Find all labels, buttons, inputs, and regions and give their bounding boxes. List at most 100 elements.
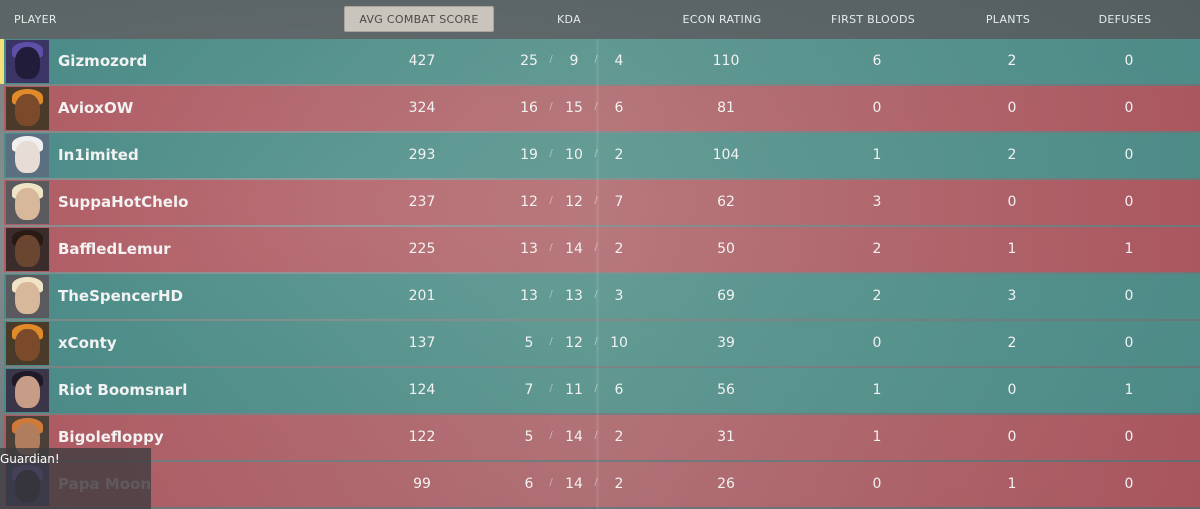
kda-separator: / bbox=[549, 383, 553, 394]
player-row[interactable]: Gizmozord 427 25 9 4 110 6 2 0 / / bbox=[0, 39, 1200, 84]
player-row[interactable]: Bigolefloppy 122 5 14 2 31 1 0 0 / / bbox=[4, 415, 1200, 460]
kda-separator: / bbox=[594, 101, 598, 112]
defuses-value: 0 bbox=[1124, 100, 1134, 116]
first-bloods-value: 1 bbox=[872, 429, 882, 445]
first-bloods-value: 6 bbox=[872, 53, 882, 69]
avg-combat-score-value: 293 bbox=[408, 147, 436, 163]
player-row[interactable]: AvioxOW 324 16 15 6 81 0 0 0 / / bbox=[4, 86, 1200, 131]
player-name: TheSpencerHD bbox=[58, 287, 183, 305]
plants-value: 2 bbox=[1007, 147, 1017, 163]
defuses-value: 1 bbox=[1124, 382, 1134, 398]
first-bloods-value: 1 bbox=[872, 147, 882, 163]
plants-value: 1 bbox=[1007, 476, 1017, 492]
kda-separator: / bbox=[549, 289, 553, 300]
plants-value: 2 bbox=[1007, 53, 1017, 69]
scoreboard-rows: Gizmozord 427 25 9 4 110 6 2 0// AvioxOW 324 16 15 6 8… bbox=[0, 39, 1200, 509]
assists-value: 2 bbox=[614, 241, 624, 257]
header-avg-combat-score[interactable]: AVG COMBAT SCORE bbox=[344, 6, 494, 32]
header-defuses[interactable]: DEFUSES bbox=[1098, 13, 1152, 26]
header-plants[interactable]: PLANTS bbox=[985, 13, 1031, 26]
kda-separator: / bbox=[549, 54, 553, 65]
kda-separator: / bbox=[549, 477, 553, 488]
kda-separator: / bbox=[594, 148, 598, 159]
deaths-value: 10 bbox=[565, 147, 583, 163]
player-name: In1imited bbox=[58, 146, 139, 164]
jett-icon[interactable] bbox=[6, 134, 49, 177]
assists-value: 2 bbox=[614, 429, 624, 445]
avg-combat-score-value: 427 bbox=[408, 53, 436, 69]
defuses-value: 1 bbox=[1124, 241, 1134, 257]
assists-value: 2 bbox=[614, 147, 624, 163]
kda-separator: / bbox=[549, 242, 553, 253]
econ-rating-value: 56 bbox=[717, 382, 735, 398]
sova-icon[interactable] bbox=[6, 181, 49, 224]
player-name: AvioxOW bbox=[58, 99, 134, 117]
header-kda[interactable]: KDA bbox=[557, 13, 581, 26]
player-row[interactable]: In1imited 293 19 10 2 104 1 2 0 / / bbox=[4, 133, 1200, 178]
player-name: Riot Boomsnarl bbox=[58, 381, 188, 399]
first-bloods-value: 0 bbox=[872, 100, 882, 116]
defuses-value: 0 bbox=[1124, 429, 1134, 445]
avg-combat-score-value: 99 bbox=[413, 476, 431, 492]
raze-icon[interactable] bbox=[6, 87, 49, 130]
raze-icon[interactable] bbox=[6, 322, 49, 365]
econ-rating-value: 62 bbox=[717, 194, 735, 210]
player-row[interactable]: BaffledLemur 225 13 14 2 50 2 1 1 / / bbox=[4, 227, 1200, 272]
first-bloods-value: 0 bbox=[872, 335, 882, 351]
plants-value: 0 bbox=[1007, 194, 1017, 210]
deaths-value: 14 bbox=[565, 476, 583, 492]
player-name: Gizmozord bbox=[58, 52, 148, 70]
avg-combat-score-value: 237 bbox=[408, 194, 436, 210]
assists-value: 4 bbox=[614, 53, 624, 69]
avg-combat-score-value: 225 bbox=[408, 241, 436, 257]
player-row[interactable]: xConty 137 5 12 10 39 0 2 0 / / bbox=[4, 321, 1200, 366]
kills-value: 25 bbox=[520, 53, 538, 69]
assists-value: 6 bbox=[614, 100, 624, 116]
kda-separator: / bbox=[594, 383, 598, 394]
first-bloods-value: 1 bbox=[872, 382, 882, 398]
header-econ-rating[interactable]: ECON RATING bbox=[682, 13, 762, 26]
kills-value: 7 bbox=[524, 382, 534, 398]
deaths-value: 12 bbox=[565, 335, 583, 351]
scoreboard-header: PLAYER AVG COMBAT SCORE KDA ECON RATING … bbox=[0, 0, 1200, 39]
deaths-value: 14 bbox=[565, 429, 583, 445]
kda-separator: / bbox=[594, 477, 598, 488]
defuses-value: 0 bbox=[1124, 53, 1134, 69]
avg-combat-score-value: 324 bbox=[408, 100, 436, 116]
plants-value: 0 bbox=[1007, 382, 1017, 398]
omen-icon[interactable] bbox=[6, 40, 49, 83]
phoenix-icon[interactable] bbox=[6, 228, 49, 271]
kills-value: 13 bbox=[520, 241, 538, 257]
plants-value: 0 bbox=[1007, 100, 1017, 116]
assists-value: 2 bbox=[614, 476, 624, 492]
kda-separator: / bbox=[549, 430, 553, 441]
kills-value: 16 bbox=[520, 100, 538, 116]
kda-separator: / bbox=[549, 336, 553, 347]
econ-rating-value: 39 bbox=[717, 335, 735, 351]
defuses-value: 0 bbox=[1124, 335, 1134, 351]
kda-separator: / bbox=[594, 336, 598, 347]
assists-value: 10 bbox=[610, 335, 628, 351]
column-divider bbox=[596, 39, 599, 509]
plants-value: 3 bbox=[1007, 288, 1017, 304]
sova-icon[interactable] bbox=[6, 275, 49, 318]
player-row[interactable]: Papa Moon99614226010// bbox=[4, 462, 1200, 507]
reyna-icon[interactable] bbox=[6, 369, 49, 412]
header-player[interactable]: PLAYER bbox=[14, 13, 57, 26]
kda-separator: / bbox=[549, 148, 553, 159]
econ-rating-value: 81 bbox=[717, 100, 735, 116]
player-row[interactable]: SuppaHotChelo 237 12 12 7 62 3 0 0 / / bbox=[4, 180, 1200, 225]
kda-separator: / bbox=[594, 195, 598, 206]
player-row[interactable]: TheSpencerHD 201 13 13 3 69 2 3 0 / / bbox=[4, 274, 1200, 319]
kda-separator: / bbox=[594, 430, 598, 441]
assists-value: 3 bbox=[614, 288, 624, 304]
plants-value: 0 bbox=[1007, 429, 1017, 445]
player-row[interactable]: Riot Boomsnarl 124 7 11 6 56 1 0 1 / / bbox=[4, 368, 1200, 413]
kills-value: 5 bbox=[524, 429, 534, 445]
header-first-bloods[interactable]: FIRST BLOODS bbox=[830, 13, 916, 26]
assists-value: 7 bbox=[614, 194, 624, 210]
plants-value: 1 bbox=[1007, 241, 1017, 257]
deaths-value: 15 bbox=[565, 100, 583, 116]
defuses-value: 0 bbox=[1124, 194, 1134, 210]
first-bloods-value: 2 bbox=[872, 241, 882, 257]
